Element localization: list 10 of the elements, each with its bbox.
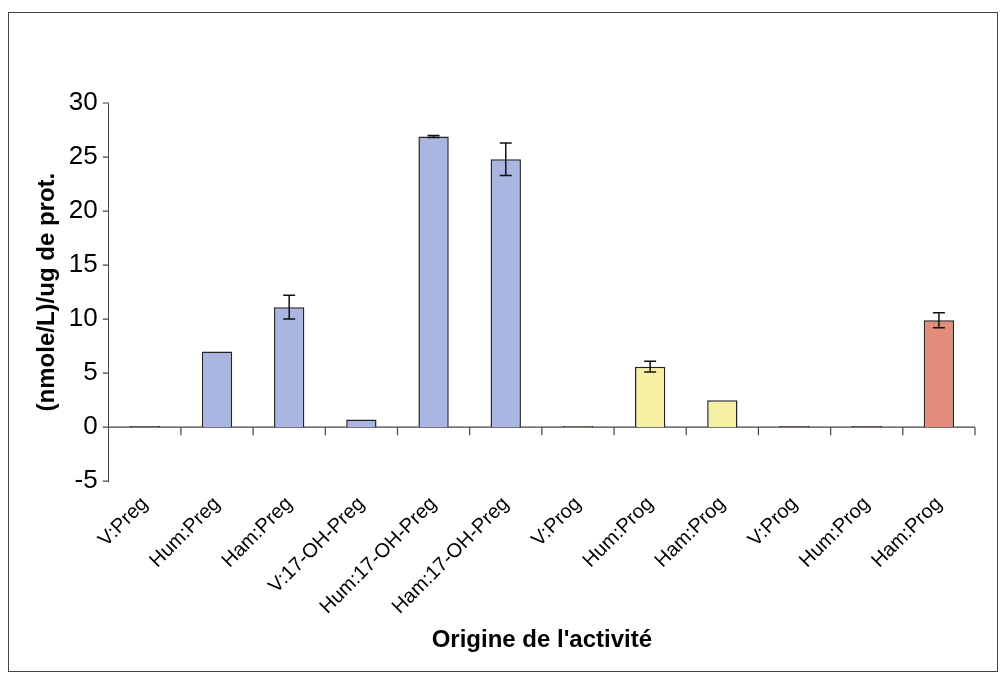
y-tick-label: 15 <box>68 248 98 279</box>
y-tick-label: 30 <box>68 86 98 117</box>
y-tick-label: 10 <box>68 302 98 333</box>
y-tick-label: 0 <box>83 410 98 441</box>
y-tick-label: 20 <box>68 194 98 225</box>
y-axis-title: (nmole/L)/ug de prot. <box>32 172 60 412</box>
y-tick-label: 5 <box>83 356 98 387</box>
y-tick-label: -5 <box>74 464 98 495</box>
y-tick-label: 25 <box>68 140 98 171</box>
x-axis-title: Origine de l'activité <box>431 625 653 653</box>
